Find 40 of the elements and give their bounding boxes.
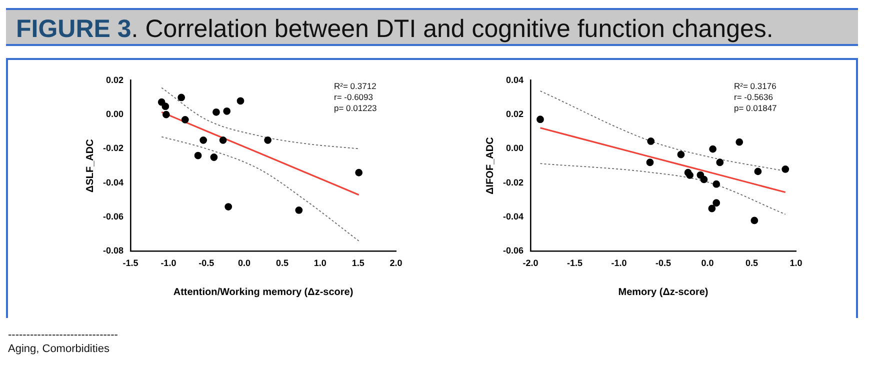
x-tick-label: 0.0 bbox=[701, 258, 714, 268]
x-tick-label: 1.0 bbox=[314, 258, 326, 268]
x-tick-label: 0.0 bbox=[238, 258, 251, 268]
y-tick-label: -0.04 bbox=[103, 177, 124, 188]
text: ------------------------------ bbox=[8, 328, 118, 342]
y-tick-label: 0.00 bbox=[506, 143, 524, 154]
x-axis-title: Memory (Δz-score) bbox=[618, 286, 708, 298]
y-tick-label: -0.02 bbox=[503, 177, 524, 188]
y-tick-label: 0.04 bbox=[506, 74, 524, 85]
x-tick-label: -1.5 bbox=[122, 258, 138, 268]
annotation: r= -0.6093 bbox=[334, 92, 374, 102]
x-tick-label: 1.0 bbox=[790, 258, 802, 268]
x-tick-label: -2.0 bbox=[522, 258, 538, 268]
y-tick-label: -0.04 bbox=[503, 212, 524, 222]
annotation: R²= 0.3712 bbox=[334, 80, 377, 91]
y-tick-label: -0.02 bbox=[103, 143, 124, 154]
annotation: p= 0.01223 bbox=[334, 102, 378, 113]
y-tick-label: 0.02 bbox=[506, 109, 524, 120]
annotation: p= 0.01847 bbox=[734, 102, 778, 113]
text: Aging, Comorbidities bbox=[8, 342, 110, 356]
x-tick-label: 0.5 bbox=[745, 258, 758, 268]
x-tick-label: 1.5 bbox=[352, 258, 364, 268]
x-axis-title: Attention/Working memory (Δz-score) bbox=[173, 286, 354, 298]
y-tick-label: -0.06 bbox=[503, 246, 524, 256]
y-tick-label: 0.02 bbox=[106, 74, 124, 85]
y-tick-label: -0.08 bbox=[103, 246, 124, 256]
y-tick-label: -0.06 bbox=[103, 212, 124, 222]
y-tick-label: 0.00 bbox=[106, 109, 124, 120]
chart-title: FIGURE 3. Correlation between DTI and cognitive function changes. bbox=[6, 8, 858, 46]
annotation: r= -0.5636 bbox=[734, 92, 774, 102]
x-tick-label: -1.0 bbox=[160, 258, 176, 268]
x-tick-label: -0.5 bbox=[656, 258, 672, 268]
y-axis-title: ΔSLF_ADC bbox=[84, 139, 96, 192]
x-tick-label: -0.5 bbox=[198, 258, 214, 268]
x-tick-label: 2.0 bbox=[390, 258, 402, 268]
y-axis-title: ΔIFOF_ADC bbox=[484, 137, 496, 194]
x-tick-label: -1.0 bbox=[611, 258, 627, 268]
x-tick-label: -1.5 bbox=[567, 258, 583, 268]
x-tick-label: 0.5 bbox=[276, 258, 288, 268]
annotation: R²= 0.3176 bbox=[734, 80, 777, 91]
